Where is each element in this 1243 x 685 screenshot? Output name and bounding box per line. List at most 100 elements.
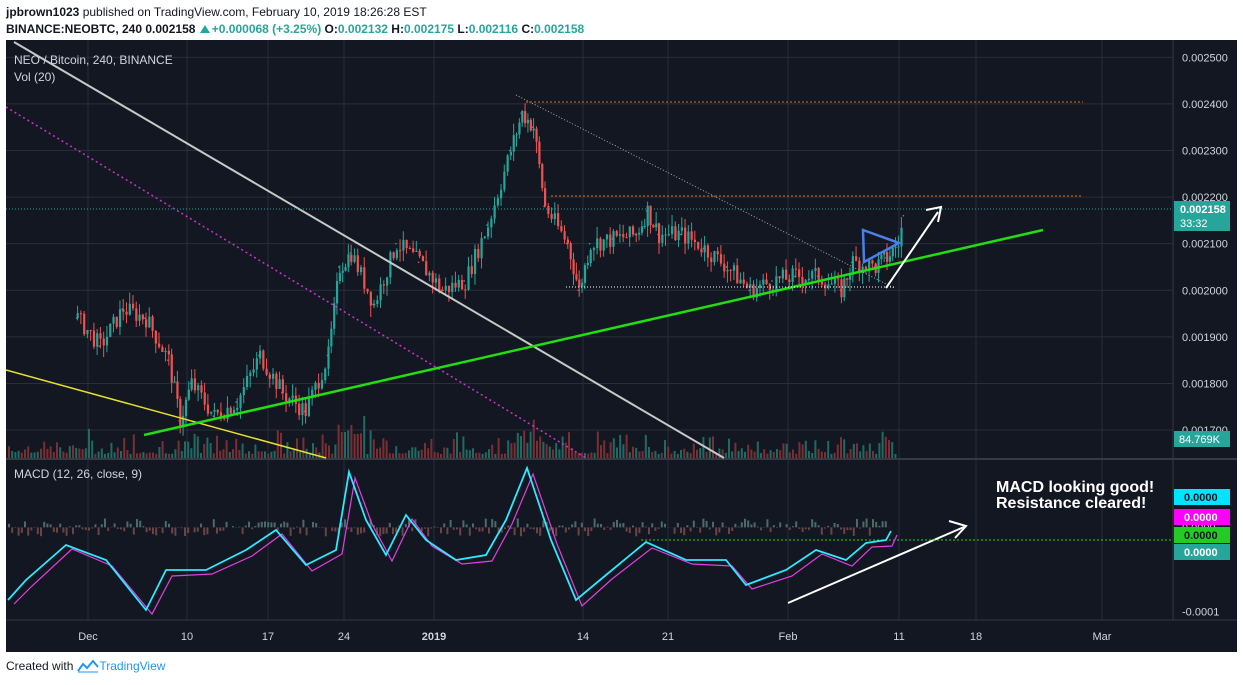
candle-body	[729, 269, 732, 271]
macd-histogram-bar	[539, 527, 542, 536]
candle-body	[203, 392, 206, 405]
macd-histogram-bar	[52, 527, 55, 532]
macd-histogram-bar	[795, 521, 798, 528]
tradingview-logo[interactable]: TradingView	[77, 659, 165, 673]
macd-histogram-bar	[296, 526, 298, 528]
volume-bar	[449, 453, 452, 458]
macd-histogram-bar	[408, 518, 410, 528]
macd-histogram-bar	[120, 527, 122, 530]
macd-histogram-bar	[443, 523, 446, 528]
volume-bar	[372, 439, 375, 458]
volume-bar	[168, 453, 170, 458]
volume-bar	[433, 451, 436, 458]
macd-histogram-bar	[756, 526, 759, 528]
macd-value-badge	[1174, 527, 1230, 543]
author-name[interactable]: jpbrown1023	[6, 5, 80, 19]
macd-histogram-bar	[849, 527, 852, 531]
price-point	[75, 317, 78, 320]
chart-canvas[interactable]: Dec 10 17 24 2019 14 21 Feb 11 18 Mar 0.002500 0.002…	[6, 40, 1237, 652]
volume-bar	[392, 453, 394, 458]
candle-body	[232, 409, 236, 414]
volume-bar	[401, 453, 404, 458]
candle-body	[628, 226, 631, 238]
candle-body	[871, 260, 874, 264]
candle-body	[726, 269, 729, 272]
high-label: H:	[391, 22, 404, 36]
macd-histogram-bar	[504, 527, 506, 530]
volume-bar	[180, 450, 183, 458]
volume-bar	[667, 446, 670, 458]
macd-histogram-bar	[97, 527, 100, 535]
macd-histogram-bar	[340, 522, 343, 528]
volume-bar	[235, 438, 238, 458]
candle-body	[781, 269, 784, 279]
candle-body	[291, 395, 294, 399]
candle-body	[259, 350, 262, 359]
volume-bar	[836, 444, 839, 458]
candle-body	[268, 374, 271, 379]
candle-body	[89, 330, 92, 332]
volume-bar	[321, 434, 324, 458]
price-point	[794, 275, 796, 278]
macd-histogram-bar	[392, 527, 394, 535]
volume-bar	[798, 442, 801, 458]
countdown-value: 33:32	[1180, 218, 1208, 230]
volume-bar	[750, 449, 753, 458]
volume-bar	[465, 449, 468, 458]
x-tick-label: 11	[893, 631, 904, 643]
price-point	[851, 261, 853, 264]
candle-body	[389, 252, 392, 278]
candle-body	[710, 257, 713, 263]
macd-histogram-bar	[289, 527, 292, 536]
macd-histogram-bar	[881, 521, 884, 528]
macd-histogram-bar	[62, 527, 65, 533]
macd-histogram-bar	[280, 523, 282, 528]
macd-histogram-bar	[139, 520, 142, 528]
volume-bar	[209, 443, 212, 458]
candle-body	[405, 239, 408, 249]
candle-body	[515, 134, 518, 136]
volume-bar	[232, 449, 234, 458]
candle-body	[86, 330, 89, 335]
macd-histogram-bar	[523, 527, 526, 532]
chart-container[interactable]: Dec 10 17 24 2019 14 21 Feb 11 18 Mar 0.002500 0.002…	[6, 40, 1237, 652]
candle-body	[473, 248, 477, 274]
created-with-label: Created with	[6, 659, 74, 673]
candle-body	[467, 266, 470, 290]
macd-histogram-bar	[833, 522, 836, 528]
yellow-trendline	[6, 369, 327, 459]
candle-body	[605, 234, 609, 240]
volume-bar	[91, 440, 94, 458]
annotation-macd: MACD looking good!	[996, 479, 1155, 496]
macd-histogram-bar	[760, 527, 762, 531]
volume-bar	[619, 434, 622, 458]
macd-value: 0.0000	[1184, 547, 1218, 559]
candle-body	[447, 285, 451, 293]
macd-histogram-bar	[689, 527, 692, 532]
macd-histogram-bar	[168, 523, 170, 528]
macd-histogram-bar	[683, 527, 686, 536]
volume-bar	[584, 453, 586, 458]
x-tick-label: 17	[262, 631, 274, 643]
candle-body	[667, 234, 670, 236]
price-point	[303, 410, 306, 413]
volume-bar	[104, 453, 106, 458]
volume-bar	[724, 452, 727, 458]
volume-bar	[344, 431, 346, 458]
macd-histogram-bar	[321, 527, 324, 529]
candle-body	[182, 415, 185, 428]
volume-bar	[708, 437, 711, 458]
volume-bar	[718, 448, 721, 458]
volume-bar	[523, 430, 526, 458]
macd-histogram-bar	[644, 526, 647, 528]
candle-body	[118, 309, 122, 327]
macd-histogram-bar	[865, 518, 868, 528]
macd-histogram-bar	[187, 527, 190, 533]
y-tick-label: 0.002300	[1182, 146, 1228, 158]
volume-bar	[846, 453, 849, 458]
open-label: O:	[324, 22, 338, 36]
price-point	[235, 401, 237, 403]
macd-histogram-bar	[196, 527, 199, 532]
volume-bar	[187, 441, 190, 458]
volume-bar	[763, 449, 766, 458]
